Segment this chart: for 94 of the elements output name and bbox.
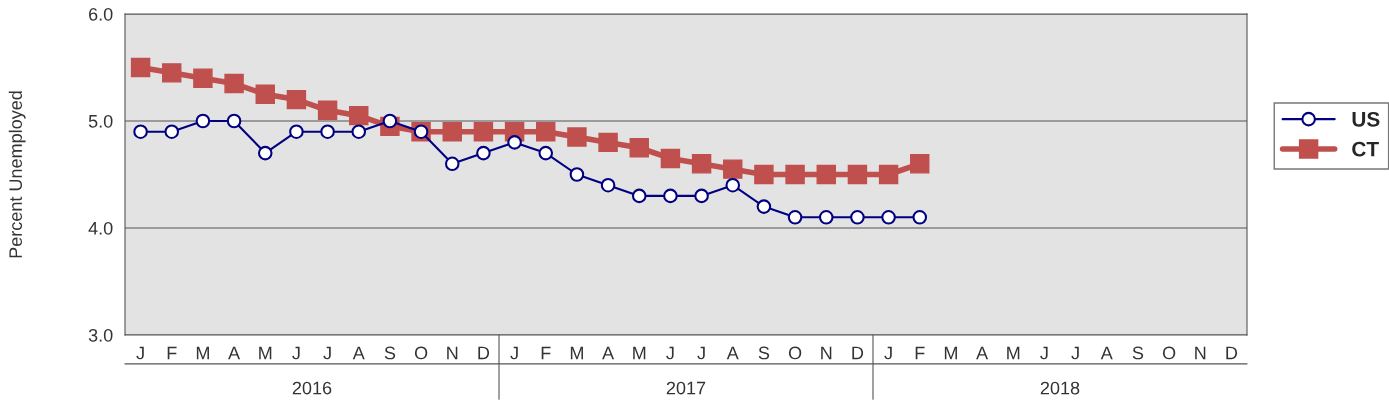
x-tick-label: J — [1071, 346, 1079, 360]
x-tick-label: J — [510, 346, 518, 360]
x-tick-label: O — [788, 346, 802, 360]
x-tick-label: N — [821, 346, 832, 360]
text: 2017 — [666, 381, 706, 395]
x-tick-label: A — [602, 346, 615, 360]
point — [756, 199, 772, 214]
point — [847, 164, 868, 185]
point — [320, 124, 335, 139]
x-tick-label: M — [944, 346, 957, 360]
point — [507, 135, 522, 150]
text: 2016 — [292, 381, 332, 395]
x-tick-label: N — [1195, 346, 1206, 360]
point — [754, 164, 774, 185]
point — [162, 63, 182, 83]
x-tick-label: S — [384, 346, 396, 360]
x-tick-label: J — [666, 346, 674, 360]
x-tick-label: A — [726, 346, 739, 360]
point — [723, 159, 743, 179]
point — [567, 127, 587, 147]
legend-label: CT — [1352, 141, 1379, 157]
point — [289, 124, 304, 139]
point — [569, 167, 585, 182]
point — [349, 105, 369, 126]
x-tick-label: A — [228, 346, 241, 360]
point — [476, 145, 491, 161]
y-tick-label: 4.0 — [88, 221, 113, 235]
y-tick-label: 6.0 — [89, 7, 113, 21]
point — [878, 164, 899, 185]
x-tick-label: D — [478, 346, 490, 360]
x-tick-label: A — [1100, 346, 1113, 360]
x-tick-label: J — [323, 346, 331, 360]
point — [224, 73, 244, 94]
point — [317, 100, 338, 121]
x-tick-label: M — [1007, 346, 1020, 360]
point — [257, 145, 273, 161]
x-tick-label: D — [1226, 346, 1238, 360]
point — [881, 210, 896, 225]
point — [255, 84, 275, 104]
x-tick-label: J — [884, 346, 892, 360]
x-tick-label: M — [259, 346, 272, 360]
x-tick-label: J — [1040, 346, 1048, 360]
text: 2018 — [1040, 381, 1080, 395]
x-tick-label: J — [136, 346, 144, 360]
point — [816, 164, 836, 185]
y-axis-title: Percent Unemployed — [8, 91, 26, 258]
point — [600, 177, 616, 193]
point — [473, 121, 494, 142]
x-tick-label: O — [414, 346, 428, 360]
point — [226, 113, 242, 129]
point — [130, 57, 151, 78]
point — [382, 113, 398, 129]
point — [850, 210, 865, 225]
point — [631, 188, 647, 204]
point — [164, 124, 180, 139]
point — [351, 124, 367, 139]
point — [598, 132, 618, 153]
x-tick-label: N — [447, 346, 458, 360]
x-tick-label: M — [570, 346, 583, 360]
x-tick-label: F — [167, 346, 177, 360]
x-tick-label: O — [1162, 346, 1176, 360]
x-tick-label: J — [292, 346, 300, 360]
legend-label: US — [1352, 111, 1380, 127]
point — [286, 89, 307, 110]
point — [133, 124, 148, 139]
point — [629, 138, 649, 158]
y-tick-label: 3.0 — [88, 328, 113, 342]
point — [538, 145, 554, 161]
point — [660, 148, 681, 169]
point — [193, 68, 213, 88]
point — [442, 121, 462, 142]
point — [691, 154, 712, 174]
x-tick-label: D — [852, 346, 864, 360]
x-tick-label: A — [352, 346, 365, 360]
x-tick-label: M — [196, 346, 209, 360]
point — [195, 113, 211, 129]
point — [785, 164, 805, 185]
x-tick-label: A — [976, 346, 989, 360]
x-tick-label: M — [633, 346, 646, 360]
point — [725, 177, 741, 193]
point — [536, 121, 556, 142]
x-tick-label: F — [541, 346, 551, 360]
x-tick-label: S — [758, 346, 770, 360]
point — [663, 188, 678, 204]
x-tick-label: J — [697, 346, 705, 360]
point — [787, 210, 803, 225]
point — [910, 154, 930, 174]
point — [912, 210, 928, 225]
x-tick-label: F — [915, 346, 925, 360]
point — [444, 156, 460, 172]
point — [694, 188, 709, 204]
x-tick-label: S — [1132, 346, 1144, 360]
point — [818, 210, 834, 225]
y-tick-label: 5.0 — [88, 114, 113, 128]
